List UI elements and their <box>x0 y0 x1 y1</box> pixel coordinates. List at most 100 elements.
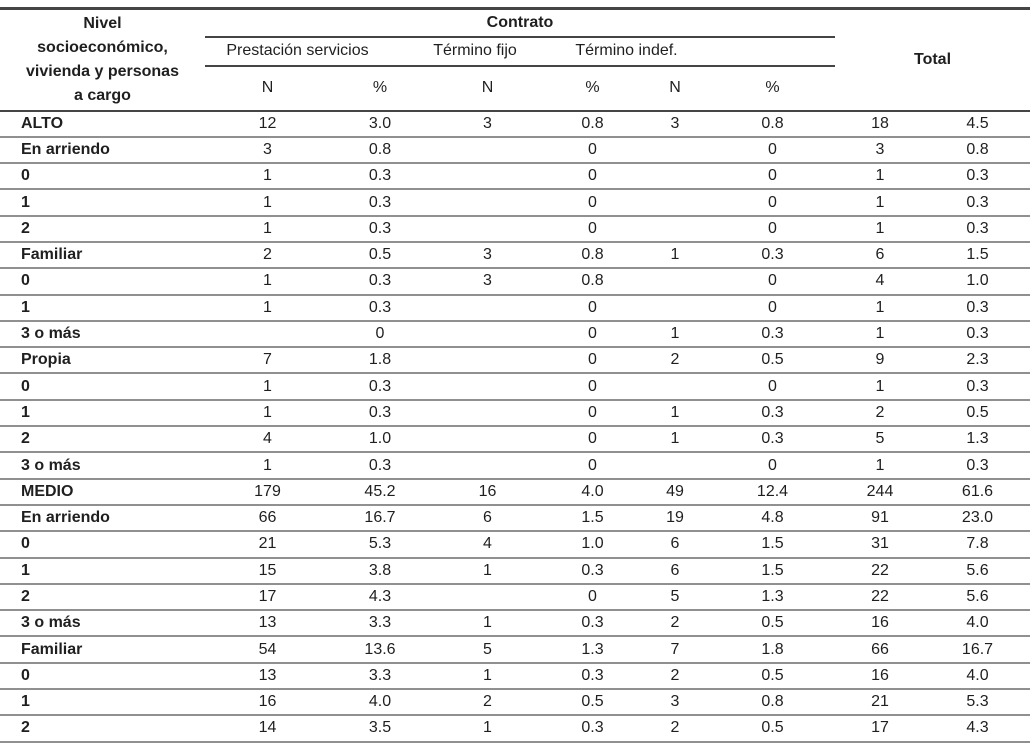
data-cell: 0 <box>545 399 640 428</box>
data-cell: 1 <box>205 163 330 191</box>
data-cell: 16 <box>430 478 545 506</box>
data-cell: 1 <box>430 610 545 638</box>
data-cell: 0 <box>545 163 640 191</box>
data-cell: 7.8 <box>925 531 1030 559</box>
row-label: MEDIO <box>0 478 205 506</box>
data-cell: 4.0 <box>545 478 640 506</box>
data-cell <box>640 189 710 217</box>
table-row: Propia 7 1.8 0 2 0.5 9 2.3 <box>0 347 1030 375</box>
data-cell: 0 <box>545 294 640 322</box>
data-cell: 2 <box>640 610 710 638</box>
table-row: 3 o más 13 3.3 1 0.3 2 0.5 16 4.0 <box>0 610 1030 638</box>
measure-header-pct: % <box>710 65 835 112</box>
table-row: 2 17 4.3 0 5 1.3 22 5.6 <box>0 583 1030 612</box>
data-cell: 1 <box>430 557 545 585</box>
data-cell: 7 <box>205 347 330 375</box>
data-cell: 1 <box>835 163 925 191</box>
data-cell: 4.0 <box>330 689 430 717</box>
table-row: 0 1 0.3 0 0 1 0.3 <box>0 163 1030 191</box>
row-label: 3 o más <box>0 320 205 349</box>
data-cell: 2 <box>640 715 710 743</box>
data-cell: 1.5 <box>925 241 1030 270</box>
data-cell: 14 <box>205 715 330 743</box>
data-cell: 2.3 <box>925 347 1030 375</box>
data-cell: 16 <box>835 662 925 691</box>
data-cell: 0.3 <box>710 399 835 428</box>
row-label: 0 <box>0 268 205 296</box>
data-cell: 1 <box>835 215 925 243</box>
data-cell: 0.3 <box>925 163 1030 191</box>
data-cell: 19 <box>640 504 710 533</box>
data-cell: 13.6 <box>330 636 430 664</box>
data-cell: 12 <box>205 110 330 138</box>
data-cell: 0.3 <box>710 426 835 454</box>
data-cell: 4.3 <box>330 583 430 612</box>
data-cell: 0 <box>545 347 640 375</box>
table-row: 2 4 1.0 0 1 0.3 5 1.3 <box>0 426 1030 454</box>
data-cell <box>640 373 710 401</box>
data-cell: 13 <box>205 610 330 638</box>
table-row: 1 1 0.3 0 1 0.3 2 0.5 <box>0 399 1030 428</box>
row-label: Propia <box>0 347 205 375</box>
data-cell: 0 <box>330 320 430 349</box>
data-cell: 49 <box>640 478 710 506</box>
nivel-line-1: Nivel <box>83 14 122 32</box>
data-cell: 0.3 <box>330 163 430 191</box>
data-cell: 0 <box>710 189 835 217</box>
table-row: 2 14 3.5 1 0.3 2 0.5 17 4.3 <box>0 715 1030 743</box>
row-label: 1 <box>0 689 205 717</box>
data-cell: 0.3 <box>545 662 640 691</box>
row-label: 1 <box>0 189 205 217</box>
subgroup-label: Prestación servicios <box>226 42 369 59</box>
data-cell: 1 <box>205 189 330 217</box>
data-cell: 0.3 <box>710 241 835 270</box>
header-row-subgroups: Prestación servicios Término fijo Términ… <box>0 36 1030 67</box>
data-cell <box>430 215 545 243</box>
data-cell: 3 <box>640 110 710 138</box>
data-cell: 22 <box>835 583 925 612</box>
data-cell: 0 <box>545 189 640 217</box>
data-cell <box>640 452 710 480</box>
data-cell: 2 <box>640 662 710 691</box>
subgroup-label: Término fijo <box>433 42 517 59</box>
data-cell: 3 <box>430 268 545 296</box>
data-cell: 3.0 <box>330 110 430 138</box>
data-cell: 54 <box>205 636 330 664</box>
data-cell <box>640 136 710 165</box>
data-cell: 4 <box>835 268 925 296</box>
data-cell: 0.8 <box>545 110 640 138</box>
table-row: 1 1 0.3 0 0 1 0.3 <box>0 189 1030 217</box>
measure-header-pct: % <box>545 65 640 112</box>
table-row: ALTO 12 3.0 3 0.8 3 0.8 18 4.5 <box>0 110 1030 138</box>
data-cell: 0.5 <box>545 689 640 717</box>
table-row: 0 13 3.3 1 0.3 2 0.5 16 4.0 <box>0 662 1030 691</box>
data-cell: 1.5 <box>710 557 835 585</box>
data-cell: 22 <box>835 557 925 585</box>
data-cell: 16.7 <box>925 636 1030 664</box>
data-cell: 6 <box>640 531 710 559</box>
data-cell: 91 <box>835 504 925 533</box>
row-label: 0 <box>0 163 205 191</box>
row-label: 3 o más <box>0 610 205 638</box>
data-cell: 0.8 <box>330 136 430 165</box>
table-row: 1 16 4.0 2 0.5 3 0.8 21 5.3 <box>0 689 1030 717</box>
data-cell: 1 <box>205 399 330 428</box>
nivel-line-4: a cargo <box>74 86 131 104</box>
data-cell: 0.5 <box>330 241 430 270</box>
row-label: 1 <box>0 557 205 585</box>
data-cell: 0.8 <box>710 110 835 138</box>
data-cell <box>640 215 710 243</box>
data-cell <box>430 294 545 322</box>
table-row: 0 1 0.3 3 0.8 0 4 1.0 <box>0 268 1030 296</box>
data-cell: 3.3 <box>330 610 430 638</box>
data-cell: 5.3 <box>330 531 430 559</box>
nivel-line-3: vivienda y personas <box>26 62 179 80</box>
data-cell: 0.3 <box>545 715 640 743</box>
data-cell: 3 <box>205 136 330 165</box>
data-cell: 179 <box>205 478 330 506</box>
data-cell: 1 <box>205 215 330 243</box>
data-cell: 1.3 <box>710 583 835 612</box>
table-header: Nivel socioeconómico, vivienda y persona… <box>0 8 1030 112</box>
subgroup-label: Término indef. <box>575 42 678 59</box>
data-cell: 5.3 <box>925 689 1030 717</box>
